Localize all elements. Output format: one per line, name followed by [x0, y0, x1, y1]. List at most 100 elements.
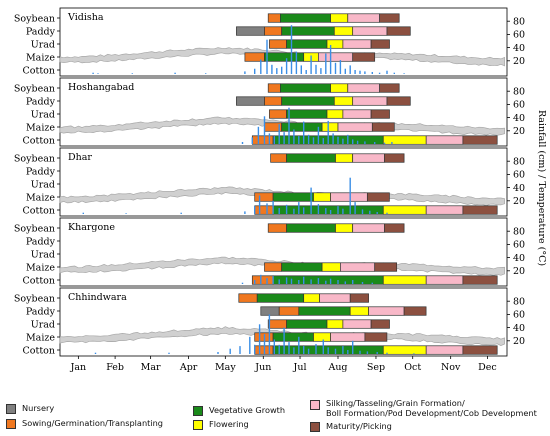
stage-bar-maize-flowering — [313, 332, 331, 342]
right-tick-label: 60 — [513, 310, 525, 321]
stage-bar-soybean-flowering — [335, 153, 353, 163]
crop-label-maize: Maize — [26, 122, 55, 133]
legend-item-silking: Silking/Tasseling/Grain Formation/ Boll … — [310, 398, 537, 418]
stage-bar-soybean-maturity — [384, 223, 405, 233]
stage-bar-paddy-maturity — [386, 96, 411, 106]
stage-bar-soybean-sowing — [238, 293, 258, 303]
stage-bar-paddy-sowing — [264, 26, 282, 36]
stage-bar-urad-vegetative — [286, 319, 328, 329]
right-tick-label: 20 — [513, 266, 525, 277]
stage-bar-paddy-silking — [352, 26, 388, 36]
crop-label-paddy: Paddy — [26, 26, 56, 37]
stage-bar-soybean-maturity — [384, 153, 405, 163]
month-label-aug: Aug — [327, 362, 347, 373]
stage-bar-cotton-silking — [425, 135, 464, 145]
legend-item-sowing: Sowing/Germination/Transplanting — [6, 418, 163, 429]
stage-bar-maize-maturity — [367, 192, 390, 202]
stage-bar-paddy-flowering — [333, 96, 354, 106]
month-label-nov: Nov — [441, 362, 461, 373]
right-tick-label: 60 — [513, 170, 525, 181]
stage-bar-soybean-silking — [352, 223, 385, 233]
stage-bar-maize-vegetative — [281, 122, 323, 132]
legend-swatch-sowing — [6, 419, 16, 429]
crop-label-soybean: Soybean — [14, 293, 55, 304]
stage-bar-paddy-flowering — [349, 306, 369, 316]
crop-label-urad: Urad — [31, 179, 55, 190]
stage-bar-cotton-maturity — [462, 275, 498, 285]
stage-bar-cotton-vegetative — [272, 275, 384, 285]
right-tick-label: 60 — [513, 100, 525, 111]
right-tick-label: 80 — [513, 86, 525, 97]
stage-bar-soybean-vegetative — [280, 13, 331, 23]
stage-bar-maize-vegetative — [264, 52, 305, 62]
stage-bar-soybean-flowering — [335, 223, 353, 233]
legend-label-sowing: Sowing/Germination/Transplanting — [22, 418, 164, 428]
stage-bar-maize-sowing — [264, 262, 282, 272]
stage-bar-paddy-silking — [368, 306, 405, 316]
district-title: Dhar — [68, 152, 92, 163]
crop-label-soybean: Soybean — [14, 13, 55, 24]
stage-bar-soybean-vegetative — [286, 223, 336, 233]
right-tick-label: 80 — [513, 226, 525, 237]
stage-bar-urad-sowing — [269, 39, 287, 49]
stage-bar-soybean-sowing — [267, 13, 281, 23]
right-tick-label: 80 — [513, 156, 525, 167]
right-tick-label: 20 — [513, 336, 525, 347]
district-title: Hoshangabad — [68, 82, 134, 93]
stage-bar-soybean-maturity — [349, 293, 369, 303]
stage-bar-paddy-maturity — [386, 26, 411, 36]
crop-label-maize: Maize — [26, 332, 55, 343]
panel-chhindwara: Soybean Paddy Urad Maize Cotton 20 40 60 80 Chhin… — [14, 287, 525, 357]
month-label-sep: Sep — [367, 362, 385, 373]
stage-bar-maize-vegetative — [272, 192, 314, 202]
stage-bar-paddy-sowing — [278, 306, 300, 316]
right-tick-label: 40 — [513, 43, 525, 54]
stage-bar-urad-flowering — [326, 39, 344, 49]
stage-bar-cotton-flowering — [382, 275, 427, 285]
stage-bar-cotton-silking — [425, 205, 464, 215]
stage-bar-cotton-flowering — [382, 205, 427, 215]
stage-bar-maize-flowering — [313, 192, 331, 202]
stage-bar-soybean-silking — [319, 293, 351, 303]
legend-label-vegetative: Vegetative Growth — [209, 405, 286, 415]
right-tick-label: 60 — [513, 30, 525, 41]
legend-item-flowering: Flowering — [193, 419, 249, 430]
stage-bar-paddy-nursery — [236, 26, 265, 36]
crop-label-maize: Maize — [26, 52, 55, 63]
right-tick-label: 40 — [513, 183, 525, 194]
crop-label-cotton: Cotton — [23, 65, 55, 76]
crop-label-cotton: Cotton — [23, 205, 55, 216]
panel-vidisha: Soybean Paddy Urad Maize Cotton 20 40 60 80 Vidis… — [14, 7, 525, 77]
stage-bar-soybean-vegetative — [256, 293, 305, 303]
crop-label-urad: Urad — [31, 109, 55, 120]
legend-swatch-vegetative — [193, 406, 203, 416]
stage-bar-cotton-flowering — [382, 135, 427, 145]
stage-bar-maize-maturity — [364, 332, 388, 342]
stage-bar-urad-maturity — [370, 319, 390, 329]
stage-bar-soybean-flowering — [330, 13, 349, 23]
crop-label-urad: Urad — [31, 39, 55, 50]
stage-bar-urad-maturity — [370, 109, 390, 119]
stage-bar-cotton-sowing — [251, 275, 274, 285]
right-tick-label: 80 — [513, 296, 525, 307]
stage-bar-soybean-maturity — [379, 13, 400, 23]
stage-bar-cotton-maturity — [462, 205, 498, 215]
stage-bar-cotton-sowing — [254, 205, 274, 215]
stage-bar-urad-sowing — [267, 319, 287, 329]
stage-bar-cotton-silking — [425, 345, 464, 355]
crop-label-cotton: Cotton — [23, 345, 55, 356]
right-tick-label: 60 — [513, 240, 525, 251]
crop-label-soybean: Soybean — [14, 223, 55, 234]
stage-bar-cotton-vegetative — [272, 205, 384, 215]
stage-bar-soybean-vegetative — [280, 83, 331, 93]
month-label-jun: Jun — [254, 362, 271, 373]
stage-bar-soybean-sowing — [267, 83, 281, 93]
stage-bar-maize-silking — [330, 192, 368, 202]
month-label-feb: Feb — [106, 362, 124, 373]
stage-bar-soybean-silking — [352, 153, 385, 163]
stage-bar-soybean-silking — [347, 83, 380, 93]
stage-bar-maize-sowing — [254, 192, 274, 202]
legend-swatch-silking — [310, 400, 320, 410]
stage-bar-soybean-flowering — [303, 293, 320, 303]
